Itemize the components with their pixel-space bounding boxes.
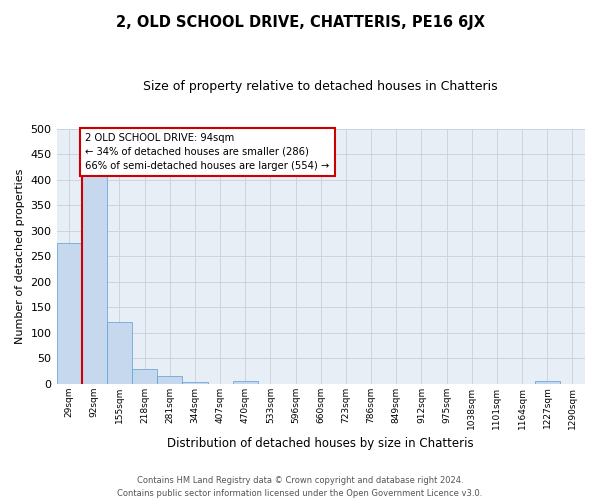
Bar [233, 380, 258, 384]
Bar [107, 322, 132, 384]
Bar [132, 369, 157, 384]
X-axis label: Distribution of detached houses by size in Chatteris: Distribution of detached houses by size … [167, 437, 474, 450]
Bar [157, 376, 182, 384]
Text: 2 OLD SCHOOL DRIVE: 94sqm
← 34% of detached houses are smaller (286)
66% of semi: 2 OLD SCHOOL DRIVE: 94sqm ← 34% of detac… [85, 133, 330, 171]
Y-axis label: Number of detached properties: Number of detached properties [15, 168, 25, 344]
Title: Size of property relative to detached houses in Chatteris: Size of property relative to detached ho… [143, 80, 498, 93]
Bar [535, 381, 560, 384]
Text: 2, OLD SCHOOL DRIVE, CHATTERIS, PE16 6JX: 2, OLD SCHOOL DRIVE, CHATTERIS, PE16 6JX [115, 15, 485, 30]
Bar [82, 176, 107, 384]
Bar [56, 242, 82, 384]
Bar [182, 382, 208, 384]
Text: Contains HM Land Registry data © Crown copyright and database right 2024.
Contai: Contains HM Land Registry data © Crown c… [118, 476, 482, 498]
